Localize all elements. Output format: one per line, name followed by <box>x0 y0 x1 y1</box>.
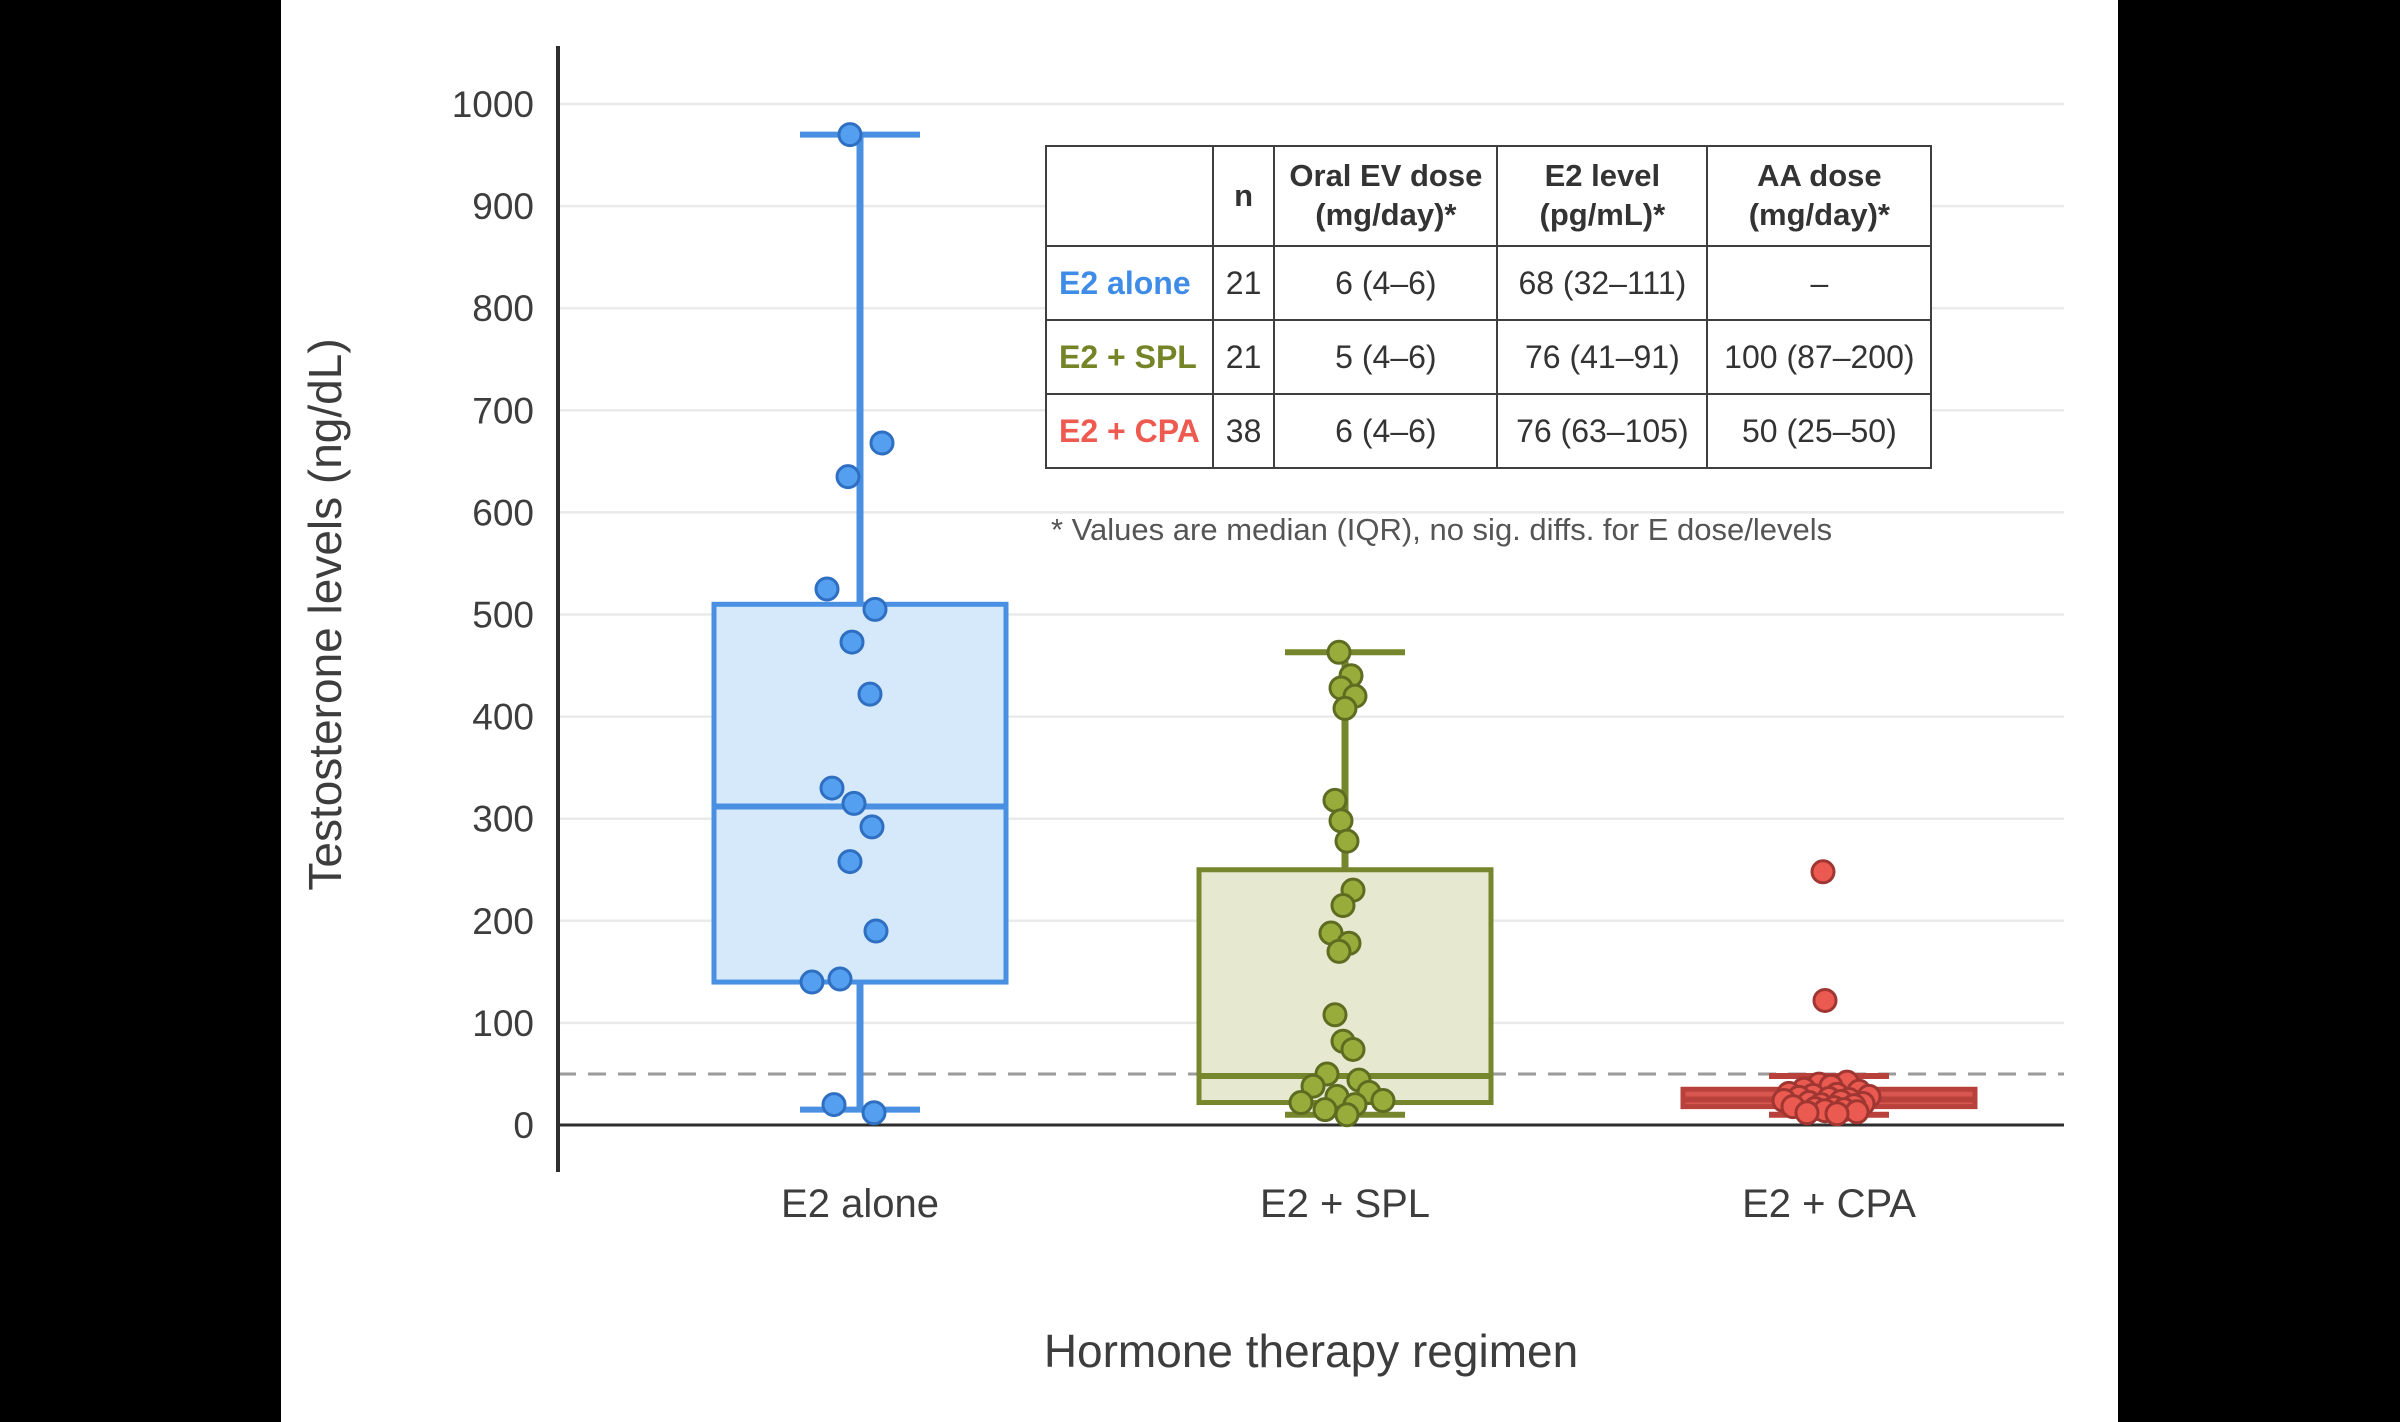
data-point <box>827 966 853 992</box>
cell-e2-level: 68 (32–111) <box>1496 245 1709 321</box>
cell-aa-dose: – <box>1706 245 1933 321</box>
summary-table: n Oral EV dose (mg/day)* E2 level (pg/mL… <box>1045 145 1933 469</box>
group-e2-cpa: E2 + CPA <box>1680 859 1978 1226</box>
chart-canvas: 0 100 200 300 400 500 600 700 800 900 1000 E2 alone… <box>281 0 2118 1422</box>
data-point <box>835 464 861 490</box>
svg-text:800: 800 <box>472 288 534 329</box>
data-point <box>1322 787 1348 813</box>
svg-text:500: 500 <box>472 595 534 636</box>
data-point <box>839 629 865 655</box>
data-point <box>821 1092 847 1118</box>
svg-text:900: 900 <box>472 186 534 227</box>
table-row-e2-cpa: E2 + CPA 38 6 (4–6) 76 (63–105) 50 (25–5… <box>1045 393 1933 469</box>
data-point <box>841 790 867 816</box>
svg-text:700: 700 <box>472 390 534 431</box>
y-axis-title: Testosterone levels (ng/dL) <box>299 338 351 890</box>
x-category-label: E2 alone <box>781 1182 939 1226</box>
svg-text:600: 600 <box>472 492 534 533</box>
table-header-ev-dose: Oral EV dose (mg/day)* <box>1273 145 1499 247</box>
data-point <box>837 122 863 148</box>
table-header-row: n Oral EV dose (mg/day)* E2 level (pg/mL… <box>1045 145 1933 247</box>
data-point <box>1812 987 1838 1013</box>
regimen-stats-table: n Oral EV dose (mg/day)* E2 level (pg/mL… <box>1045 145 1933 469</box>
data-point <box>1340 1036 1366 1062</box>
x-category-label: E2 + CPA <box>1742 1182 1916 1226</box>
svg-text:200: 200 <box>472 901 534 942</box>
cell-aa-dose: 100 (87–200) <box>1706 319 1933 395</box>
data-point <box>1334 828 1360 854</box>
data-point <box>1824 1101 1850 1127</box>
data-point <box>1300 1073 1326 1099</box>
data-point <box>859 814 885 840</box>
table-row-e2-spl: E2 + SPL 21 5 (4–6) 76 (41–91) 100 (87–2… <box>1045 319 1933 395</box>
cell-ev-dose: 5 (4–6) <box>1273 319 1499 395</box>
data-point <box>857 681 883 707</box>
data-point <box>814 576 840 602</box>
x-category-label: E2 + SPL <box>1260 1182 1430 1226</box>
svg-text:300: 300 <box>472 799 534 840</box>
svg-text:1000: 1000 <box>452 84 534 125</box>
data-point <box>1332 695 1358 721</box>
cell-e2-level: 76 (63–105) <box>1496 393 1709 469</box>
boxplot-chart: 0 100 200 300 400 500 600 700 800 900 1000 E2 alone… <box>299 46 2064 1377</box>
data-point <box>1322 1002 1348 1028</box>
data-point <box>861 1100 887 1126</box>
table-footnote: * Values are median (IQR), no sig. diffs… <box>1051 512 1833 547</box>
table-header-n: n <box>1211 145 1276 247</box>
cell-aa-dose: 50 (25–50) <box>1706 393 1933 469</box>
axes <box>556 46 2064 1172</box>
data-point <box>1334 1102 1360 1128</box>
y-tick-labels: 0 100 200 300 400 500 600 700 800 900 1000 <box>452 84 534 1146</box>
cell-ev-dose: 6 (4–6) <box>1273 393 1499 469</box>
data-point <box>799 969 825 995</box>
cell-n: 38 <box>1211 393 1276 469</box>
data-point <box>1330 892 1356 918</box>
cell-ev-dose: 6 (4–6) <box>1273 245 1499 321</box>
data-point <box>869 430 895 456</box>
data-point <box>1810 859 1836 885</box>
table-header-blank <box>1045 145 1214 247</box>
group-e2-spl: E2 + SPL <box>1196 639 1494 1226</box>
data-point <box>863 918 889 944</box>
data-point <box>1794 1100 1820 1126</box>
data-point <box>1328 808 1354 834</box>
table-header-aa-dose: AA dose (mg/day)* <box>1706 145 1933 247</box>
data-point <box>1326 639 1352 665</box>
x-axis-title: Hormone therapy regimen <box>1044 1325 1578 1377</box>
data-point <box>1370 1087 1396 1113</box>
data-point <box>862 596 888 622</box>
table-header-e2-level: E2 level (pg/mL)* <box>1496 145 1709 247</box>
svg-text:400: 400 <box>472 697 534 738</box>
data-point <box>837 849 863 875</box>
svg-text:0: 0 <box>513 1105 534 1146</box>
row-label-e2-spl: E2 + SPL <box>1045 319 1214 395</box>
data-point <box>1326 938 1352 964</box>
svg-text:100: 100 <box>472 1003 534 1044</box>
data-point <box>819 775 845 801</box>
group-e2-alone: E2 alone <box>711 122 1009 1226</box>
row-label-e2-alone: E2 alone <box>1045 245 1214 321</box>
cell-n: 21 <box>1211 319 1276 395</box>
data-point <box>1288 1090 1314 1116</box>
cell-e2-level: 76 (41–91) <box>1496 319 1709 395</box>
row-label-e2-cpa: E2 + CPA <box>1045 393 1214 469</box>
cell-n: 21 <box>1211 245 1276 321</box>
data-point <box>1312 1097 1338 1123</box>
table-row-e2-alone: E2 alone 21 6 (4–6) 68 (32–111) – <box>1045 245 1933 321</box>
